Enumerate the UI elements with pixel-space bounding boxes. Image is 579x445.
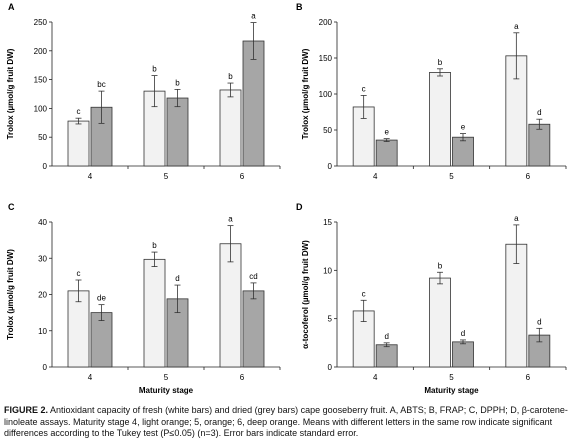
significance-letter: bc [97,80,105,89]
y-tick-label: 0 [43,363,48,372]
y-axis-label: Trolox (µmol/g fruit DW) [301,48,310,139]
panel-c: C Trolox (µmol/g fruit DW) 0 10 20 30 40 4 c de 5 b… [6,202,281,395]
bar-fresh-a-4 [67,120,90,167]
y-axis-label: α-tocoferol (µmol/g fruit DW) [301,240,310,349]
significance-letter: b [152,65,157,74]
figure-label: FIGURE 2. [4,405,49,415]
bar-dried-b-4 [375,139,398,167]
x-tick-label: 4 [373,373,378,382]
significance-letter: d [537,108,541,117]
significance-letter: e [384,128,389,137]
y-tick-label: 150 [319,54,333,63]
y-tick-label: 50 [323,126,332,135]
y-tick-label: 10 [38,327,47,336]
significance-letter: de [97,294,106,303]
bar-dried-d-4 [375,344,398,368]
y-tick-label: 0 [328,162,333,171]
significance-letter: b [152,241,157,250]
significance-letter: b [175,78,180,87]
significance-letter: a [228,215,233,224]
y-axis-label: Trolox (µmol/g fruit DW) [6,48,15,139]
significance-letter: c [362,84,366,93]
panel-letter: D [296,202,303,212]
significance-letter: a [251,12,256,21]
y-tick-label: 200 [319,18,333,27]
x-tick-label: 4 [88,373,93,382]
bar-fresh-c-4 [67,290,90,368]
bar-fresh-d-5 [429,277,451,368]
y-tick-label: 15 [323,218,332,227]
y-tick-label: 150 [34,76,48,85]
bar-dried-c-6 [242,290,265,368]
significance-letter: b [228,72,233,81]
x-tick-label: 4 [88,172,93,181]
y-tick-label: 40 [38,218,47,227]
significance-letter: c [77,107,81,116]
x-axis-label: Maturity stage [139,386,194,395]
y-tick-label: 30 [38,254,47,263]
y-tick-label: 100 [34,104,48,113]
x-tick-label: 4 [373,172,378,181]
panel-b: B Trolox (µmol/g fruit DW) 0 50 100 150 200 4 c e… [296,2,567,181]
bar-dried-b-5 [452,136,474,167]
y-tick-label: 10 [323,266,332,275]
significance-letter: e [461,123,466,132]
y-tick-label: 100 [319,90,333,99]
y-tick-label: 0 [328,363,333,372]
y-tick-label: 20 [38,291,47,300]
significance-letter: cd [249,272,257,281]
y-tick-label: 250 [34,18,48,27]
bar-dried-d-5 [452,341,474,368]
x-tick-label: 6 [240,172,245,181]
panel-letter: C [8,202,15,212]
y-tick-label: 50 [38,133,47,142]
significance-letter: b [438,261,443,270]
x-tick-label: 6 [526,172,531,181]
bar-fresh-a-6 [219,89,242,167]
x-tick-label: 5 [449,373,454,382]
x-axis-label: Maturity stage [424,386,479,395]
y-axis-label: Trolox (µmol/g fruit DW) [6,249,15,340]
bar-fresh-c-5 [143,258,166,368]
panel-letter: A [8,2,15,12]
x-tick-label: 5 [449,172,454,181]
panel-letter: B [296,2,303,12]
significance-letter: a [514,22,519,31]
y-tick-label: 200 [34,47,48,56]
significance-letter: d [537,317,541,326]
significance-letter: b [438,58,443,67]
x-tick-label: 6 [526,373,531,382]
bar-dried-b-6 [528,123,551,167]
figure-caption: FIGURE 2. Antioxidant capacity of fresh … [4,405,575,440]
panel-a: A Trolox (µmol/g fruit DW) 0 50 100 150 200 250… [6,2,281,181]
x-tick-label: 6 [240,373,245,382]
significance-letter: d [175,274,179,283]
panel-d: Dα-tocoferol (µmol/g fruit DW) 0 5 10 15 4 c d 5… [296,202,567,395]
x-tick-label: 5 [164,373,169,382]
bar-fresh-b-5 [429,72,451,167]
bar-dried-a-5 [166,97,189,167]
significance-letter: c [362,289,366,298]
figure-caption-text: Antioxidant capacity of fresh (white bar… [4,405,568,438]
significance-letter: d [461,329,465,338]
significance-letter: d [384,332,388,341]
y-tick-label: 0 [43,162,48,171]
x-tick-label: 5 [164,172,169,181]
significance-letter: a [514,214,519,223]
significance-letter: c [77,269,81,278]
y-tick-label: 5 [328,315,333,324]
